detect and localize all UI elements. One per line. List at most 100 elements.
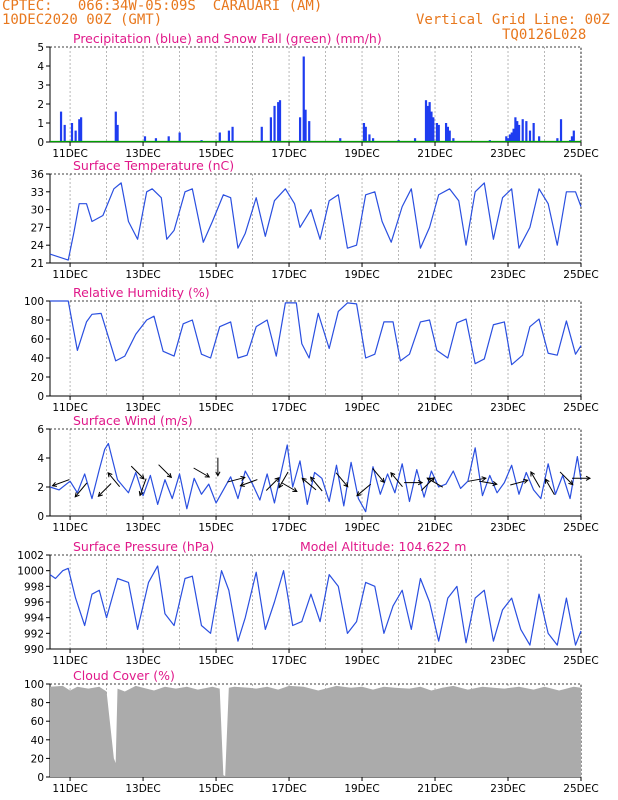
precip-y-tick-label: 3 — [37, 80, 44, 92]
cloud-x-tick-label: 17DEC — [271, 783, 306, 795]
wind-arrow-shaft — [390, 472, 403, 487]
precip-bar — [298, 117, 302, 142]
precip-bar — [570, 136, 574, 142]
temp-x-tick-label: 17DEC — [271, 269, 306, 281]
wind-x-tick-label: 19DEC — [344, 522, 379, 534]
wind-arrow — [544, 478, 555, 496]
wind-arrow — [390, 472, 403, 487]
wind-arrow-head — [139, 474, 145, 480]
wind-arrow-head — [107, 472, 113, 478]
wind-x-tick-label: 25DEC — [563, 522, 598, 534]
wind-arrow-shaft — [468, 477, 486, 482]
precip-bar — [505, 136, 508, 142]
wind-arrow-shaft — [530, 471, 541, 488]
precip-bar — [444, 123, 448, 142]
precip-bar — [116, 124, 119, 142]
pressure-x-tick-label: 15DEC — [198, 655, 233, 667]
wind-arrow-head — [343, 482, 349, 488]
wind-arrow-shaft — [510, 479, 528, 486]
run-time-line: 10DEC2020 00Z (GMT) — [2, 12, 163, 28]
temp-y-tick-label: 24 — [31, 240, 45, 252]
wind-arrow-head — [166, 472, 173, 479]
precip-bar — [143, 136, 147, 142]
wind-arrow-head — [309, 476, 316, 482]
wind-arrow — [265, 476, 280, 491]
wind-arrow-shaft — [280, 482, 298, 492]
precip-bar — [231, 126, 234, 142]
precip-y-tick-label: 0 — [37, 137, 44, 149]
wind-arrow-shaft — [240, 479, 258, 487]
wind-arrow-head — [379, 477, 385, 484]
precip-bar — [114, 111, 117, 142]
wind-arrow — [138, 478, 147, 497]
precip-bar — [516, 121, 519, 142]
temp-y-tick-label: 33 — [31, 187, 44, 199]
temp-x-tick-label: 19DEC — [344, 269, 379, 281]
wind-arrow-head — [356, 491, 362, 497]
rh-y-tick-label: 40 — [31, 353, 44, 365]
wind-arrow-head — [274, 476, 280, 483]
wind-x-tick-label: 13DEC — [125, 522, 160, 534]
wind-arrow-shaft — [130, 465, 145, 480]
temp-x-tick-label: 25DEC — [563, 269, 598, 281]
precip-bar — [178, 132, 181, 142]
temp-title: Surface Temperature (nC) — [73, 158, 234, 173]
wind-title: Surface Wind (m/s) — [73, 413, 193, 428]
wind-arrow-shaft — [545, 478, 555, 496]
precip-bar — [273, 105, 276, 142]
wind-arrow-shaft — [227, 476, 245, 483]
wind-arrow — [193, 467, 211, 478]
rh-x-tick-label: 17DEC — [271, 402, 306, 414]
wind-arrow — [309, 476, 323, 492]
precip-x-tick-label: 21DEC — [417, 148, 452, 160]
rh-x-tick-label: 21DEC — [417, 402, 452, 414]
wind-arrow-shaft — [478, 480, 497, 485]
precip-bar — [308, 121, 311, 142]
wind-arrow-shaft — [158, 464, 172, 478]
pressure-y-tick-label: 998 — [24, 581, 44, 593]
wind-arrow — [572, 475, 592, 481]
pressure-y-tick-label: 1000 — [17, 566, 44, 578]
precip-bar — [572, 130, 575, 142]
wind-arrow-head — [301, 477, 307, 483]
precip-bar — [368, 134, 371, 142]
wind-arrow-shaft — [98, 483, 112, 497]
wind-arrow-head — [523, 478, 529, 484]
temp-y-tick-label: 36 — [31, 169, 45, 181]
precip-bar — [452, 138, 455, 142]
cloud-x-tick-label: 21DEC — [417, 783, 452, 795]
wind-x-tick-label: 17DEC — [271, 522, 306, 534]
temp-x-tick-label: 21DEC — [417, 269, 452, 281]
precip-y-tick-label: 2 — [37, 99, 44, 111]
rh-x-tick-label: 19DEC — [344, 402, 379, 414]
precip-bar — [413, 138, 417, 142]
wind-arrow — [335, 472, 349, 488]
precip-x-tick-label: 17DEC — [271, 148, 306, 160]
wind-arrow-head — [492, 481, 498, 487]
wind-arrow-shaft — [335, 472, 349, 487]
wind-arrow-head — [204, 472, 211, 478]
precip-bar — [528, 130, 532, 142]
precip-bar — [446, 126, 449, 142]
rh-title: Relative Humidity (%) — [73, 285, 210, 300]
precip-bar — [260, 126, 263, 142]
wind-arrow-head — [390, 472, 396, 478]
cloud-panel: 0 20 40 60 80 100 11DEC 13DEC 15DEC 17DEC 19DEC 21D… — [24, 668, 599, 795]
wind-arrow-head — [240, 475, 246, 481]
wind-arrow — [510, 478, 529, 486]
precip-bar — [424, 100, 428, 142]
wind-arrow-head — [426, 477, 432, 483]
cloud-title: Cloud Cover (%) — [73, 668, 175, 683]
temp-x-tick-label: 13DEC — [125, 269, 160, 281]
precip-bar — [514, 117, 517, 142]
product-code: TQ0126L028 — [502, 27, 587, 43]
wind-arrow — [130, 465, 145, 480]
precip-bar — [437, 124, 440, 142]
wind-y-tick-label: 0 — [37, 511, 44, 523]
wind-arrow-head — [97, 491, 103, 498]
pressure-title: Surface Pressure (hPa) — [73, 539, 214, 554]
rh-y-tick-label: 100 — [24, 296, 44, 308]
pressure-frame — [49, 554, 582, 650]
wind-arrow-shaft — [265, 477, 280, 491]
pressure-y-tick-label: 994 — [24, 613, 44, 625]
